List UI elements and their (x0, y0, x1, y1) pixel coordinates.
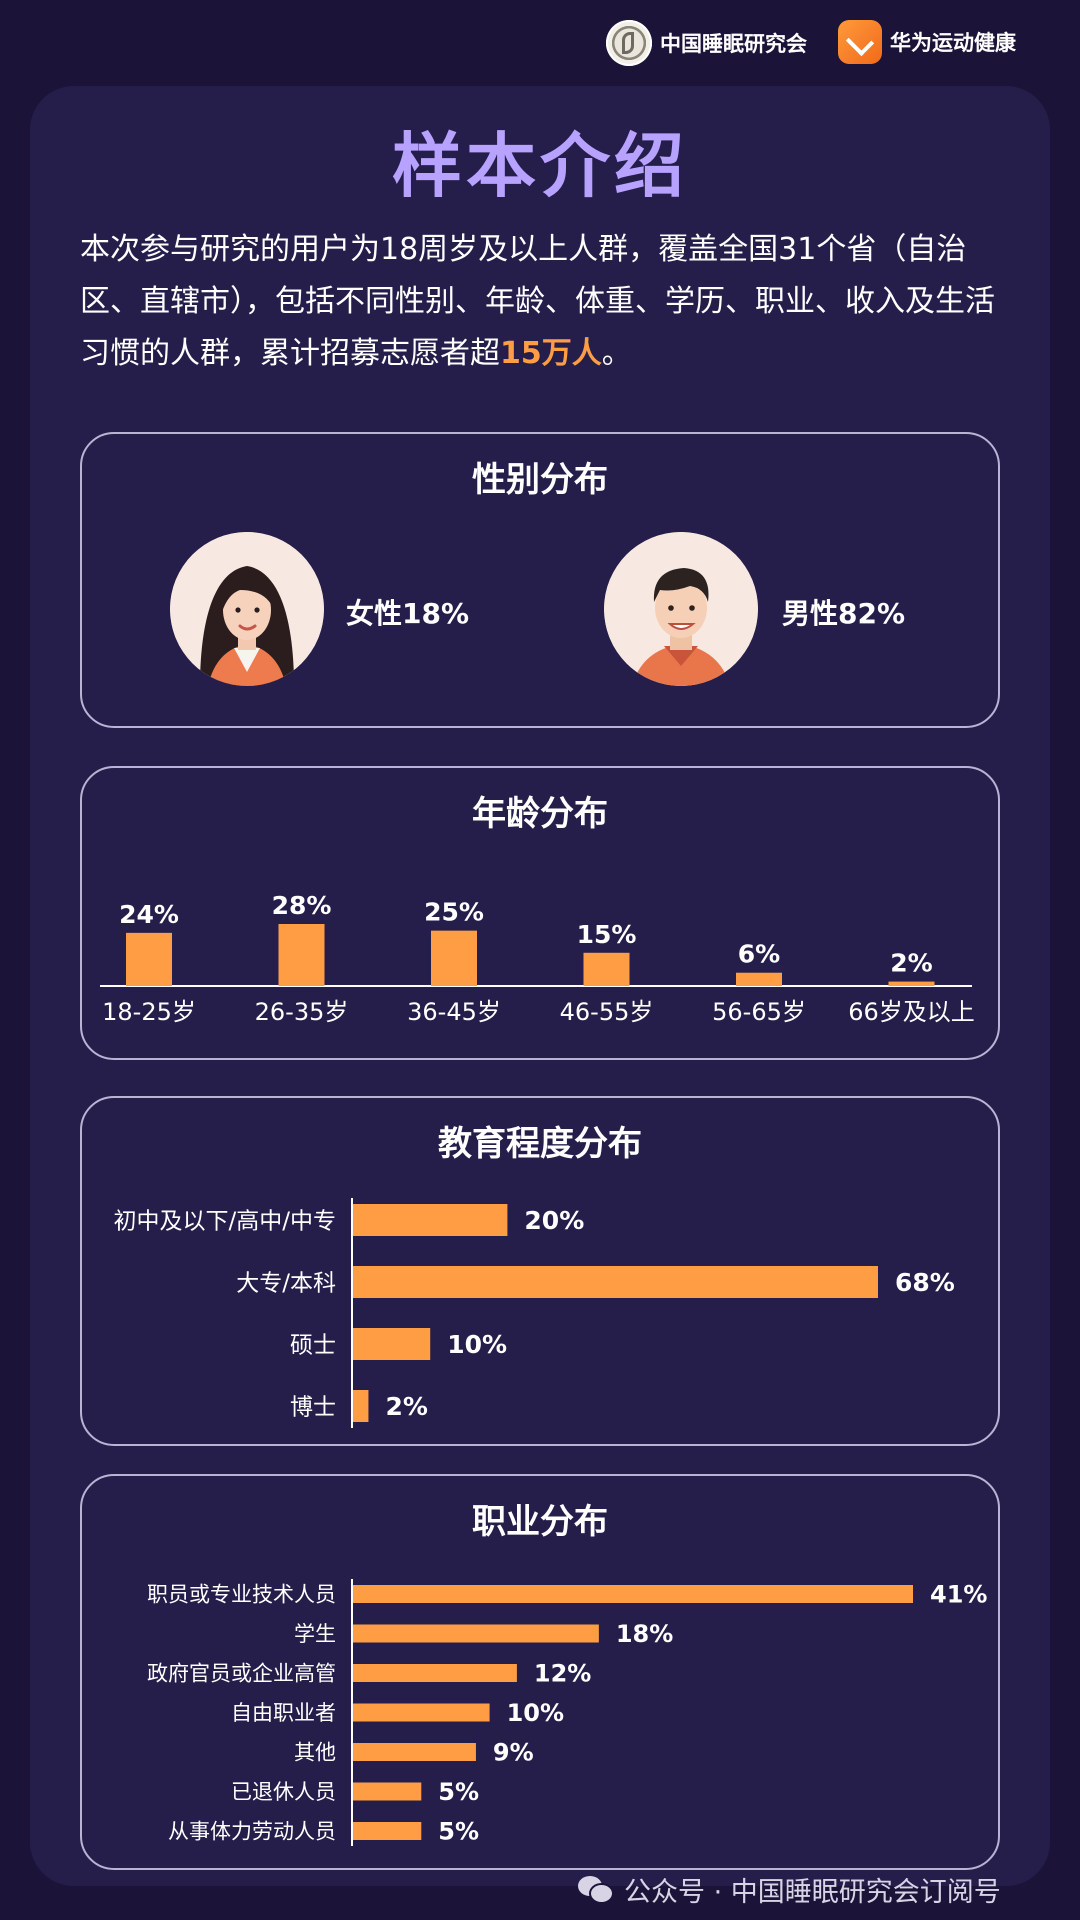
intro-highlight: 15万人 (500, 336, 602, 371)
occupation-category-label-2: 政府官员或企业高管 (147, 1662, 336, 1686)
csrs-logo: 中国睡眠研究会 (606, 20, 807, 66)
occupation-value-label-2: 12% (534, 1660, 591, 1688)
occupation-value-label-1: 18% (616, 1620, 673, 1648)
occupation-category-label-1: 学生 (294, 1622, 336, 1646)
female-percentage-label: 女性18% (346, 597, 470, 630)
male-avatar (604, 532, 758, 686)
education-bar-2 (353, 1328, 431, 1360)
occupation-card-title: 职业分布 (472, 1502, 608, 1542)
age-category-label-0: 18-25岁 (102, 998, 196, 1026)
age-category-label-1: 26-35岁 (255, 998, 349, 1026)
occupation-bar-1 (353, 1624, 599, 1643)
age-category-label-5: 66岁及以上 (848, 998, 975, 1026)
gender-card: 性别分布 女性18% 男性82% (80, 432, 1000, 728)
occupation-bar-0 (353, 1585, 913, 1603)
occupation-bar-5 (353, 1782, 422, 1801)
occupation-bar-chart: 职员或专业技术人员 41% 学生 18% 政府官员或企业高管 12% 自由职业者 10% 其他 9… (147, 1579, 987, 1846)
age-category-label-4: 56-65岁 (712, 998, 806, 1026)
huawei-health-logo-text: 华为运动健康 (890, 31, 1016, 55)
education-category-label-0: 初中及以下/高中/中专 (114, 1208, 337, 1234)
csrs-seal-icon (606, 20, 652, 66)
female-avatar-illustration (170, 532, 324, 686)
education-category-label-3: 博士 (290, 1394, 336, 1420)
education-bar-chart: 初中及以下/高中/中专 20% 大专/本科 68% 硕士 10% 博士 2% (114, 1198, 955, 1428)
age-card: 年龄分布 24% 18-25岁 28% 26-35岁 25% 36-45岁 15% 46-55… (80, 766, 1000, 1060)
age-bar-5 (888, 981, 935, 986)
education-bar-0 (353, 1204, 508, 1236)
education-value-label-3: 2% (385, 1392, 427, 1421)
wechat-watermark: 公众号 · 中国睡眠研究会订阅号 (578, 1870, 1001, 1909)
intro-text: 本次参与研究的用户为18周岁及以上人群，覆盖全国31个省（自治区、直辖市），包括… (80, 232, 995, 371)
wechat-icon (578, 1875, 614, 1904)
occupation-value-label-3: 10% (507, 1699, 564, 1727)
education-value-label-2: 10% (447, 1330, 507, 1359)
occupation-bar-4 (353, 1743, 476, 1761)
age-bar-4 (736, 972, 782, 986)
education-value-label-0: 20% (524, 1206, 584, 1235)
education-value-label-1: 68% (895, 1268, 955, 1297)
education-bar-3 (353, 1390, 369, 1422)
age-value-label-2: 25% (424, 898, 484, 927)
education-category-label-1: 大专/本科 (236, 1270, 336, 1296)
education-bar-1 (353, 1266, 878, 1298)
age-value-label-5: 2% (890, 949, 932, 978)
occupation-value-label-0: 41% (930, 1581, 987, 1609)
occupation-bar-3 (353, 1703, 490, 1722)
education-card: 教育程度分布 初中及以下/高中/中专 20% 大专/本科 68% 硕士 10% 博士 2% (80, 1096, 1000, 1446)
intro-suffix: 。 (601, 336, 632, 371)
age-bar-2 (431, 930, 477, 986)
watermark-text: 公众号 · 中国睡眠研究会订阅号 (624, 1877, 1001, 1908)
age-card-title: 年龄分布 (472, 794, 608, 834)
occupation-category-label-5: 已退休人员 (231, 1780, 336, 1804)
occupation-category-label-3: 自由职业者 (231, 1701, 336, 1725)
age-bar-0 (126, 932, 172, 986)
page-title: 样本介绍 (392, 125, 688, 207)
occupation-category-label-6: 从事体力劳动人员 (168, 1820, 336, 1844)
intro-paragraph: 本次参与研究的用户为18周岁及以上人群，覆盖全国31个省（自治区、直辖市），包括… (80, 224, 1010, 380)
education-card-title: 教育程度分布 (438, 1124, 642, 1164)
education-category-label-2: 硕士 (290, 1332, 336, 1358)
age-value-label-3: 15% (577, 920, 637, 949)
gender-card-title: 性别分布 (472, 460, 608, 500)
age-category-label-2: 36-45岁 (407, 998, 501, 1026)
male-percentage-label: 男性82% (782, 597, 906, 630)
age-value-label-1: 28% (272, 891, 332, 920)
occupation-value-label-6: 5% (438, 1818, 479, 1846)
occupation-category-label-4: 其他 (294, 1741, 336, 1765)
huawei-health-logo: 华为运动健康 (838, 20, 1016, 64)
csrs-logo-text: 中国睡眠研究会 (660, 32, 807, 56)
age-value-label-0: 24% (119, 900, 179, 929)
age-value-label-4: 6% (738, 940, 780, 969)
female-avatar (170, 532, 324, 686)
occupation-value-label-5: 5% (438, 1778, 479, 1806)
age-bar-3 (583, 952, 630, 986)
huawei-health-app-icon (838, 20, 882, 64)
top-bar: 中国睡眠研究会 华为运动健康 (0, 0, 1080, 90)
age-category-label-3: 46-55岁 (560, 998, 654, 1026)
age-bar-chart: 24% 18-25岁 28% 26-35岁 25% 36-45岁 15% 46-55岁 6% 56… (100, 891, 975, 1026)
occupation-value-label-4: 9% (493, 1739, 534, 1767)
age-bar-1 (278, 924, 325, 986)
occupation-category-label-0: 职员或专业技术人员 (147, 1583, 336, 1607)
occupation-bar-2 (353, 1664, 517, 1682)
occupation-bar-6 (353, 1822, 422, 1840)
male-avatar-illustration (604, 532, 758, 686)
occupation-card: 职业分布 职员或专业技术人员 41% 学生 18% 政府官员或企业高管 12% 自由职业者 1… (80, 1474, 1000, 1870)
